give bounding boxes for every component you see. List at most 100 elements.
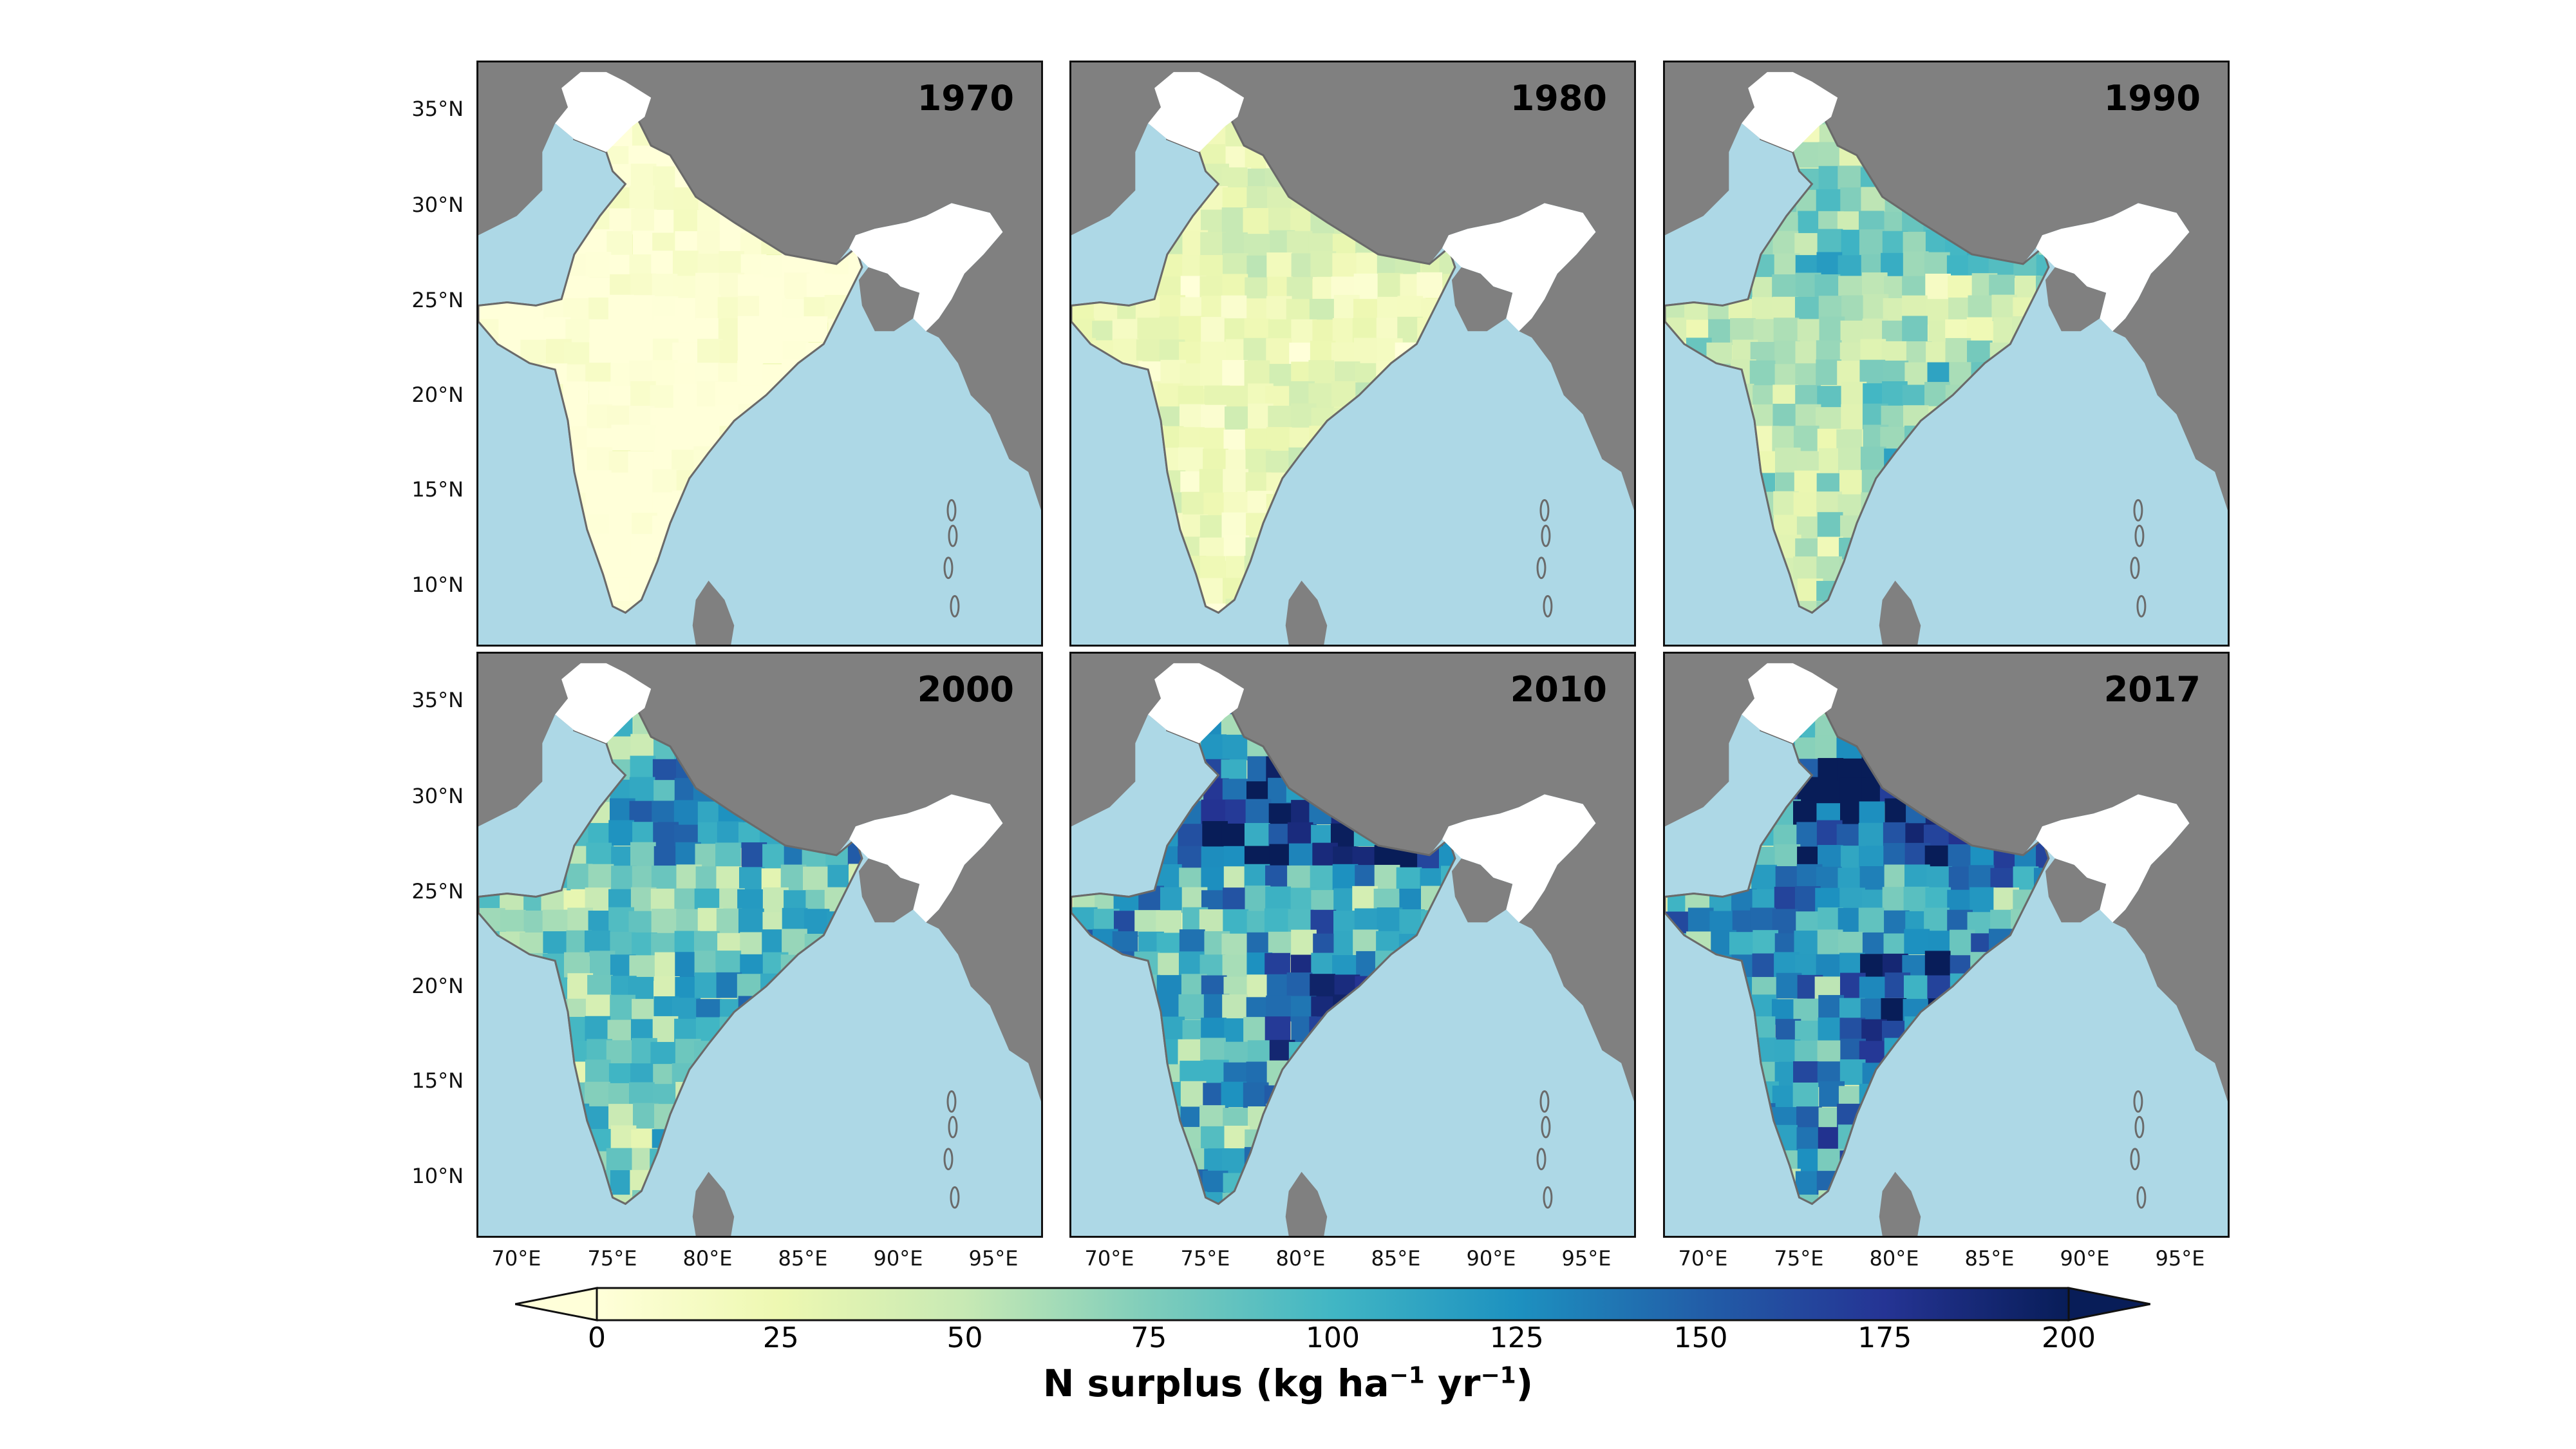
district-cell	[478, 1212, 502, 1236]
andaman-island	[950, 1186, 960, 1209]
colorbar-tick-label: 0	[588, 1321, 606, 1354]
district-cell	[1072, 493, 1098, 518]
district-cell	[1355, 471, 1381, 497]
district-cell	[1731, 780, 1756, 806]
district-cell	[1903, 1147, 1930, 1173]
district-cell	[1351, 1037, 1378, 1064]
district-cell	[717, 450, 743, 477]
district-cell	[1793, 492, 1819, 518]
district-cell	[608, 1195, 634, 1204]
district-cell	[1752, 953, 1778, 980]
district-cell	[563, 381, 589, 408]
district-cell	[1858, 907, 1885, 934]
district-cell	[1838, 166, 1864, 192]
district-cell	[2013, 362, 2039, 388]
district-cell	[1686, 560, 1713, 586]
district-cell	[845, 339, 862, 365]
district-cell	[673, 800, 700, 826]
district-cell	[1138, 1042, 1164, 1068]
district-cell	[1971, 1084, 1997, 1110]
district-cell	[1881, 515, 1907, 542]
district-cell	[1686, 360, 1712, 386]
district-cell	[1666, 955, 1692, 981]
district-cell	[1071, 950, 1095, 976]
district-cell	[2035, 338, 2049, 365]
district-cell	[1947, 578, 1973, 605]
district-cell	[1465, 1061, 1490, 1087]
district-cell	[1969, 1037, 1995, 1064]
district-cell	[1094, 1190, 1120, 1204]
district-cell	[1138, 1106, 1165, 1132]
district-cell	[828, 1191, 854, 1204]
district-cell	[760, 1083, 786, 1109]
map-panel-1980: 1980	[1069, 61, 1636, 647]
latitude-label: 10°N	[411, 1164, 464, 1188]
district-cell	[545, 846, 570, 873]
district-cell	[1989, 996, 2015, 1022]
district-cell	[1992, 1017, 2018, 1043]
district-cell	[1091, 1150, 1117, 1177]
district-cell	[1378, 621, 1404, 645]
district-cell	[716, 908, 742, 934]
panel-year: 2017	[2103, 669, 2201, 710]
district-cell	[1686, 1041, 1712, 1067]
colorbar-tick-label: 175	[1857, 1321, 1912, 1354]
district-cell	[1928, 538, 1954, 564]
district-cell	[1071, 471, 1098, 498]
district-cell	[1753, 187, 1779, 214]
district-cell	[1709, 513, 1735, 540]
district-cell	[1159, 208, 1185, 234]
district-cell	[719, 1148, 744, 1174]
district-cell	[1134, 446, 1161, 473]
district-cell	[828, 318, 854, 345]
district-cell	[805, 385, 831, 411]
district-cell	[1440, 316, 1455, 342]
district-cell	[608, 820, 635, 846]
district-cell	[760, 403, 786, 430]
district-cell	[1071, 1039, 1095, 1066]
district-cell	[1797, 1213, 1823, 1236]
india-map	[1071, 654, 1634, 1236]
district-cell	[1462, 1128, 1487, 1154]
district-cell	[1419, 1106, 1445, 1133]
district-cell	[500, 846, 526, 873]
district-cell	[1993, 953, 2019, 980]
district-cell	[1993, 538, 2019, 564]
district-cell	[1904, 929, 1930, 955]
district-cell	[2015, 1081, 2041, 1107]
district-cell	[1729, 824, 1755, 849]
district-cell	[827, 469, 852, 495]
district-cell	[763, 623, 789, 645]
district-cell	[1418, 998, 1445, 1025]
district-cell	[1313, 1062, 1339, 1088]
district-cell	[1265, 886, 1291, 913]
district-cell	[760, 537, 786, 564]
colorbar-tick-label: 200	[2042, 1321, 2096, 1354]
district-cell	[802, 866, 829, 893]
district-cell	[717, 1062, 743, 1088]
district-cell	[654, 578, 681, 605]
district-cell	[1179, 929, 1205, 955]
district-cell	[824, 425, 851, 451]
district-cell	[585, 1106, 611, 1132]
district-cell	[1729, 802, 1755, 828]
longitude-label: 95°E	[1561, 1246, 1612, 1271]
district-cell	[545, 1082, 571, 1108]
district-cell	[541, 799, 567, 824]
district-cell	[1993, 555, 2018, 582]
district-cell	[1883, 489, 1910, 516]
district-cell	[849, 952, 862, 978]
district-cell	[1138, 777, 1163, 803]
district-cell	[1817, 229, 1843, 255]
colorbar-max-extend	[2067, 1287, 2150, 1321]
district-cell	[1092, 621, 1118, 645]
district-cell	[1116, 1214, 1142, 1236]
district-cell	[1160, 887, 1186, 913]
district-cell	[2054, 404, 2080, 430]
district-cell	[1071, 385, 1096, 412]
district-cell	[2054, 469, 2080, 495]
district-cell	[1243, 1017, 1269, 1043]
longitude-label: 90°E	[2060, 1246, 2110, 1271]
district-cell	[2058, 426, 2083, 451]
district-cell	[1989, 429, 2015, 455]
